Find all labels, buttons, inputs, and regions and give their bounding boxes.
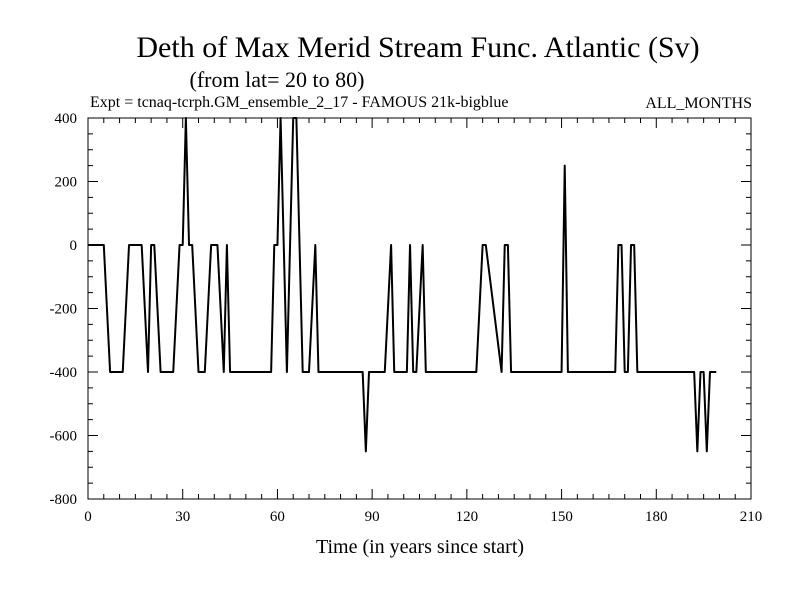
series-line [88,117,717,453]
months-label: ALL_MONTHS [645,95,752,112]
experiment-label: Expt = tcnaq-tcrph.GM_ensemble_2_17 - FA… [90,94,508,111]
y-axis: 400 200 0 -200 -400 -600 -800 [50,111,751,508]
chart-subtitle: (from lat= 20 to 80) [190,67,365,92]
x-tick-label: 90 [365,509,380,525]
x-tick-label: 210 [740,509,763,525]
y-tick-label: 0 [70,238,78,254]
x-tick-label: 150 [550,509,573,525]
y-tick-label: -800 [50,492,78,508]
x-tick-label: 180 [645,509,668,525]
series-layer [88,117,717,453]
chart-title: Deth of Max Merid Stream Func. Atlantic … [136,31,699,64]
y-tick-label: 200 [55,175,78,191]
x-tick-label: 120 [456,509,479,525]
y-tick-label: -200 [50,302,78,318]
y-tick-label: 400 [55,111,78,127]
y-tick-label: -600 [50,429,78,445]
y-tick-label: -400 [50,365,78,381]
x-axis-title: Time (in years since start) [316,536,524,558]
x-tick-label: 30 [175,509,190,525]
x-axis: 0 30 60 90 120 150 180 210 [84,118,762,525]
x-tick-label: 0 [84,509,92,525]
x-tick-label: 60 [270,509,285,525]
